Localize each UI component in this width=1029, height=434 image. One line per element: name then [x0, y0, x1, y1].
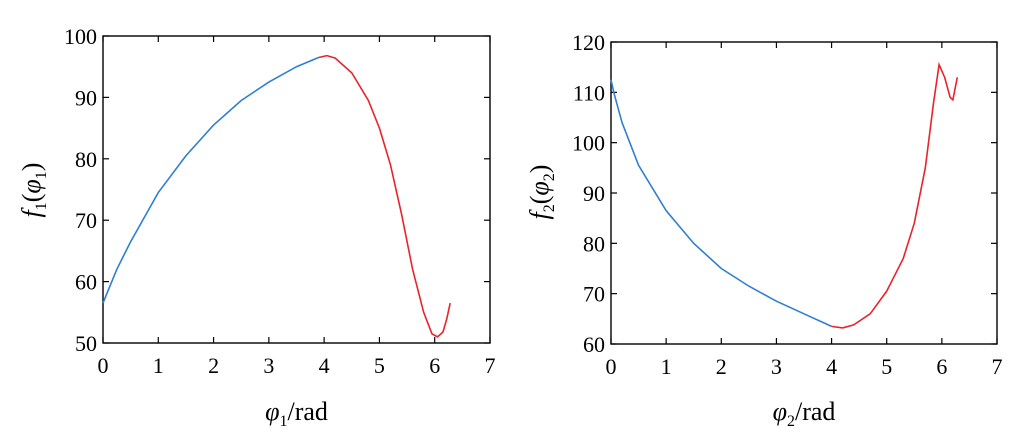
- y-tick-label: 90: [75, 85, 97, 110]
- y-axis-label-argument-subscript: 1: [33, 171, 50, 179]
- x-tick-label: 5: [881, 354, 892, 379]
- y-tick-label: 100: [572, 131, 605, 156]
- x-axis-label-unit: /rad: [795, 397, 835, 426]
- x-tick-label: 1: [661, 354, 672, 379]
- plot-frame: [610, 41, 998, 345]
- y-axis-label-function-subscript: 2: [541, 204, 558, 212]
- x-tick-label: 6: [936, 354, 947, 379]
- x-axis-label-subscript: 2: [787, 413, 795, 430]
- x-tick-label: 1: [153, 353, 164, 378]
- y-axis-label-open-paren: (: [17, 194, 46, 203]
- y-axis-label-function-subscript: 1: [33, 202, 50, 210]
- x-tick-label: 2: [716, 354, 727, 379]
- y-axis-label-close-paren: ): [525, 165, 554, 174]
- y-axis-label-close-paren: ): [17, 163, 46, 172]
- x-tick-label: 0: [98, 353, 109, 378]
- series-line-blue: [610, 79, 832, 328]
- x-axis-label-symbol: φ: [265, 397, 279, 426]
- x-axis-label-subscript: 1: [279, 413, 287, 430]
- y-tick-label: 50: [75, 331, 97, 356]
- x-tick-label: 4: [319, 353, 330, 378]
- x-axis-label: φ2/rad: [773, 397, 836, 430]
- y-tick-label: 80: [583, 231, 605, 256]
- x-tick-label: 6: [429, 353, 440, 378]
- y-tick-label: 120: [572, 30, 605, 55]
- x-tick-label: 2: [208, 353, 219, 378]
- y-tick-label: 110: [573, 80, 605, 105]
- y-axis-label-function: f: [525, 208, 554, 219]
- y-axis-label: f2(φ2): [525, 165, 558, 220]
- y-axis-label-open-paren: (: [525, 196, 554, 205]
- x-tick-label: 3: [771, 354, 782, 379]
- x-axis-label-symbol: φ: [773, 397, 787, 426]
- y-tick-label: 100: [64, 24, 97, 49]
- x-axis-label-unit: /rad: [287, 397, 327, 426]
- series-line-blue: [102, 56, 319, 304]
- plot-frame: [102, 35, 491, 344]
- y-tick-label: 70: [75, 208, 97, 233]
- y-tick-label: 90: [583, 181, 605, 206]
- y-axis-label-argument-subscript: 2: [541, 173, 558, 181]
- x-tick-label: 0: [606, 354, 617, 379]
- series-line-red: [831, 61, 959, 329]
- y-tick-label: 70: [583, 282, 605, 307]
- x-tick-label: 3: [263, 353, 274, 378]
- y-axis-label: f1(φ1): [17, 163, 50, 218]
- y-tick-label: 60: [75, 270, 97, 295]
- y-axis-label-function: f: [17, 206, 46, 217]
- y-axis-label-argument: φ: [17, 179, 46, 193]
- y-tick-label: 60: [583, 332, 605, 357]
- x-tick-label: 7: [485, 353, 496, 378]
- x-tick-label: 4: [826, 354, 837, 379]
- series-line-red: [318, 54, 451, 338]
- y-tick-label: 80: [75, 147, 97, 172]
- x-tick-label: 7: [992, 354, 1003, 379]
- x-tick-label: 5: [374, 353, 385, 378]
- y-axis-label-argument: φ: [525, 181, 554, 195]
- x-axis-label: φ1/rad: [265, 397, 328, 430]
